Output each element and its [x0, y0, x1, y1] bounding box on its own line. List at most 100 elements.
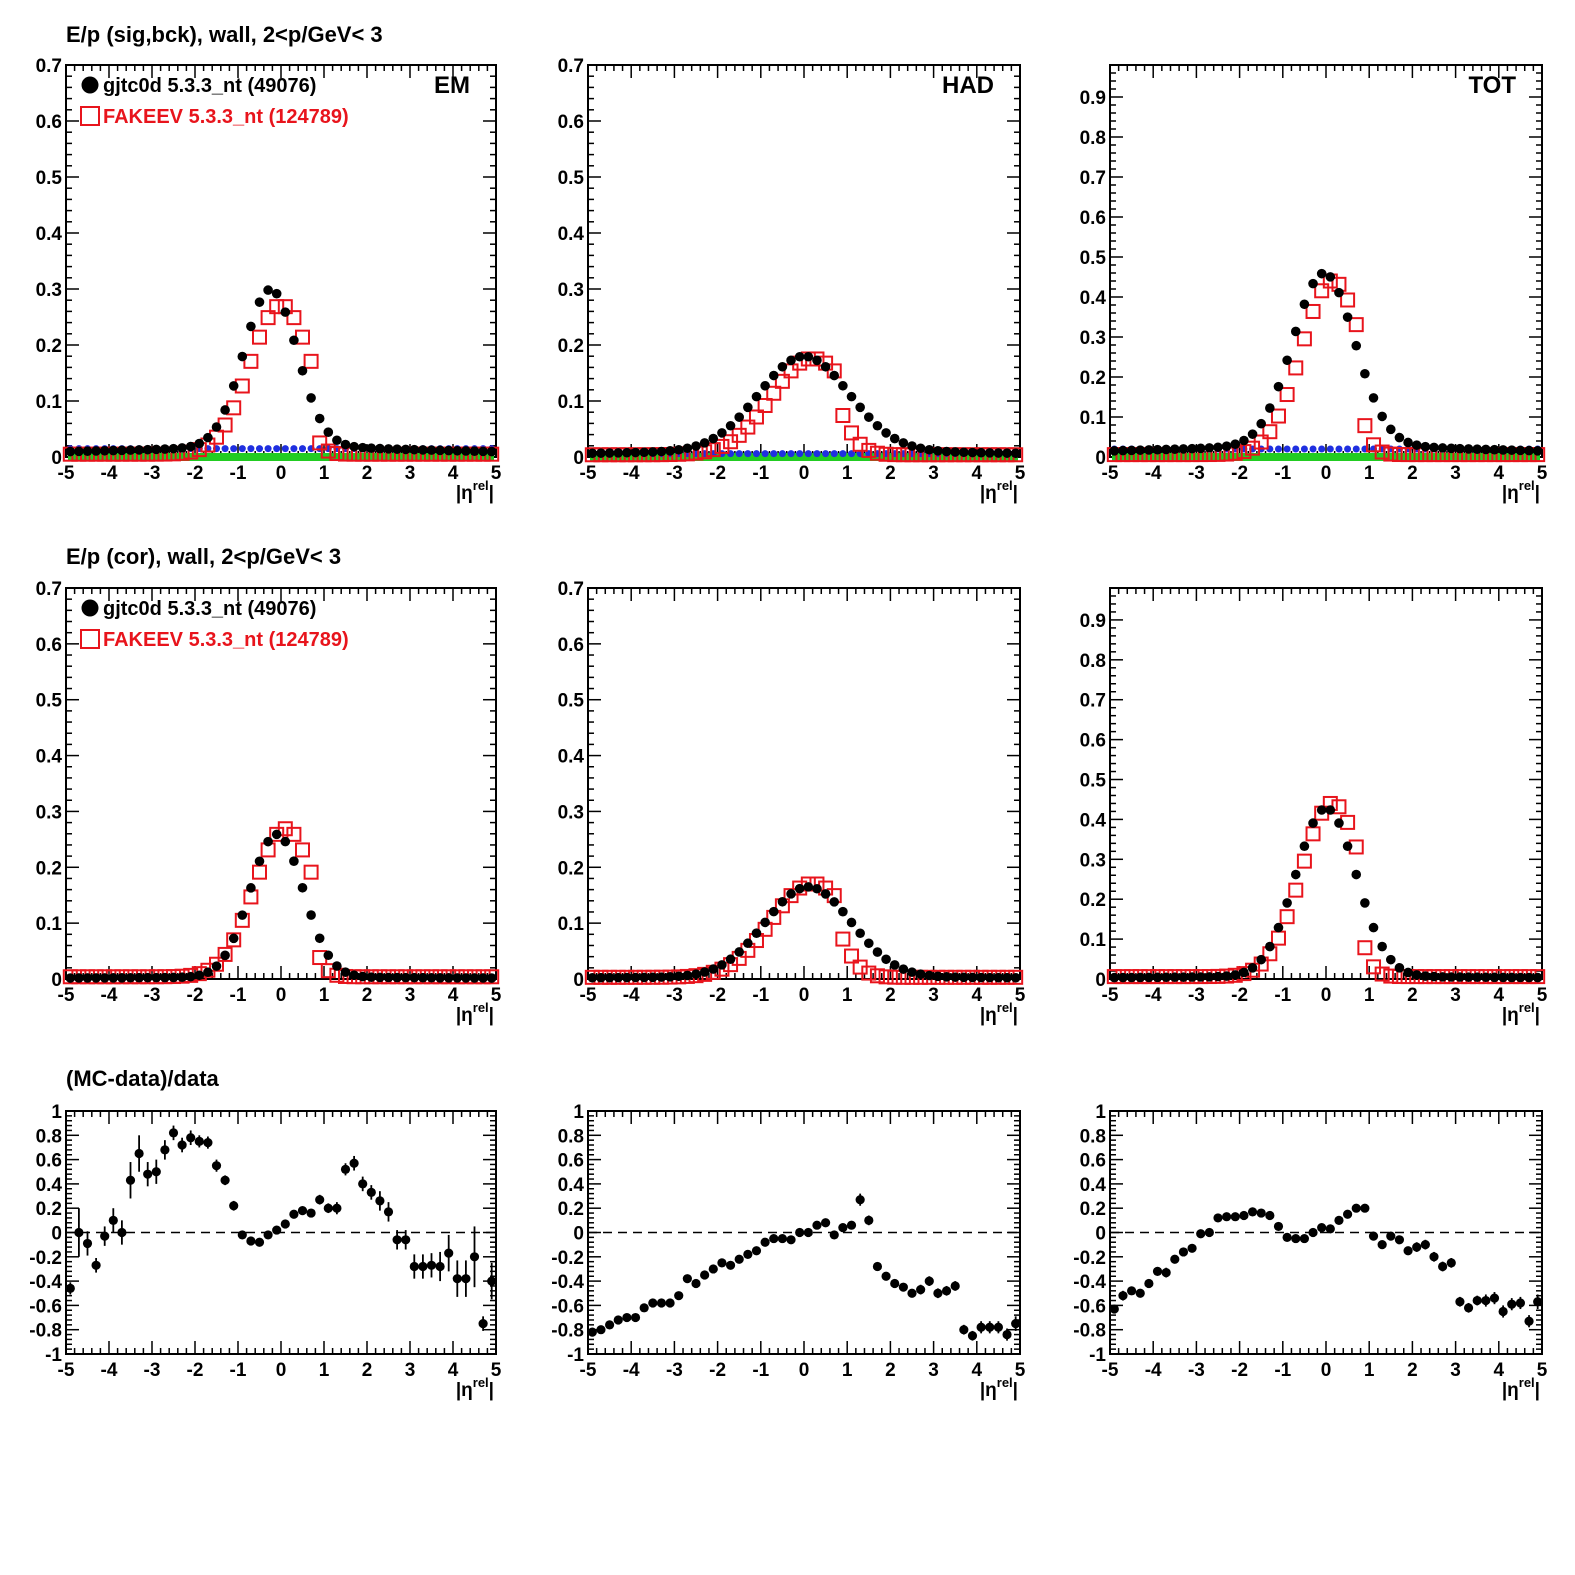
x-axis-label-sup: rel	[997, 478, 1013, 493]
data-point	[375, 972, 385, 983]
y-tick-label: 0.5	[1080, 771, 1107, 792]
data-point	[855, 928, 865, 939]
ratio-point	[315, 1195, 325, 1205]
y-tick-label: 0.6	[558, 112, 584, 133]
data-point	[1152, 444, 1163, 455]
x-tick-label: -1	[1274, 1360, 1291, 1381]
data-point	[993, 972, 1004, 983]
data-point	[366, 972, 377, 982]
data-point	[1256, 418, 1266, 429]
data-point	[656, 972, 667, 982]
ratio-point	[409, 1261, 419, 1272]
data-point	[160, 444, 170, 454]
background-blue-point	[1344, 445, 1352, 453]
data-point	[1524, 972, 1534, 983]
ratio-point	[134, 1148, 144, 1159]
background-blue-point	[735, 450, 743, 458]
mc-point	[252, 329, 267, 345]
panel-cor-had: -5 -4 -3 -2 -1 0 1 2 3 4 5 0 0.1 0.2 0.3 0.4 0.5 0.6 0.7 |η…	[558, 579, 1026, 1026]
data-point	[203, 967, 213, 978]
ratio-point	[855, 1195, 865, 1205]
x-tick-label: 3	[1450, 1360, 1461, 1381]
data-point	[1213, 971, 1223, 982]
data-point	[125, 445, 136, 455]
data-point	[125, 972, 136, 983]
ratio-point	[168, 1128, 179, 1138]
data-point	[596, 972, 606, 983]
y-tick-label: 0.6	[1080, 1151, 1106, 1172]
ratio-point	[1403, 1246, 1413, 1256]
data-point	[967, 972, 978, 983]
x-tick-label: 2	[885, 985, 896, 1006]
x-tick-label: 5	[491, 463, 502, 484]
data-point	[246, 321, 256, 332]
x-tick-label: 2	[1407, 985, 1418, 1006]
ratio-point	[907, 1288, 917, 1298]
ratio-point	[125, 1175, 136, 1185]
data-point	[117, 972, 127, 983]
y-tick-label: 0.4	[1080, 810, 1107, 831]
mc-point	[1400, 447, 1416, 463]
background-blue-point	[273, 445, 281, 453]
data-point	[1455, 972, 1465, 982]
data-point	[1515, 445, 1526, 456]
ratio-point	[803, 1227, 813, 1238]
ratio-point	[993, 1322, 1004, 1332]
ratio-point	[272, 1225, 282, 1235]
data-point	[426, 972, 437, 983]
data-point	[1386, 424, 1396, 435]
panel-ratio-tot: -5 -4 -3 -2 -1 0 1 2 3 4 5 -1 -0.8 -0.6 -0.4 -0.2 0 0.2 0.…	[1073, 1102, 1547, 1401]
mc-point	[844, 425, 860, 441]
x-axis-label-close: |	[489, 1005, 494, 1026]
data-point	[469, 973, 480, 983]
y-tick-label: 0.6	[36, 112, 62, 133]
x-tick-label: -4	[101, 985, 118, 1006]
data-point	[185, 441, 196, 452]
background-blue-point	[1352, 445, 1360, 453]
ratio-point	[760, 1237, 770, 1247]
data-point	[177, 443, 187, 453]
data-point	[435, 445, 445, 456]
x-axis-label-sup: rel	[473, 478, 489, 493]
x-axis-label: |ηrel|	[1502, 1000, 1540, 1026]
data-point	[1334, 287, 1344, 298]
x-tick-label: -1	[230, 1360, 247, 1381]
data-point	[211, 422, 222, 432]
data-point	[1446, 443, 1457, 454]
x-tick-label: 0	[799, 463, 810, 484]
data-point	[915, 443, 926, 454]
ratio-point	[1533, 1297, 1543, 1307]
ratio-point	[1325, 1224, 1335, 1234]
data-point	[1135, 445, 1146, 455]
data-point	[915, 969, 926, 979]
data-point	[812, 883, 822, 894]
ratio-point	[1343, 1209, 1353, 1219]
x-tick-label: -4	[623, 985, 640, 1006]
data-point	[846, 391, 857, 402]
y-tick-label: 0	[1095, 448, 1106, 469]
data-point	[383, 972, 394, 983]
data-point	[461, 973, 471, 983]
x-tick-label: 4	[972, 1360, 983, 1381]
mc-point	[895, 447, 911, 463]
data-point	[1394, 432, 1405, 443]
data-point	[768, 906, 779, 917]
ratio-point	[100, 1231, 110, 1241]
ratio-point	[605, 1320, 615, 1330]
y-tick-label: 0.3	[1080, 328, 1106, 349]
ratio-point	[700, 1270, 710, 1280]
data-point	[194, 970, 205, 981]
ratio-point	[985, 1322, 995, 1332]
x-axis-label-close: |	[489, 1380, 494, 1401]
background-blue-point	[1300, 445, 1308, 453]
x-axis-label-main: |η	[1502, 483, 1519, 504]
x-tick-label: -1	[752, 985, 769, 1006]
y-tick-label: 0.7	[1080, 168, 1106, 189]
x-tick-label: -5	[580, 985, 597, 1006]
ratio-point	[332, 1203, 342, 1213]
mc-point	[1357, 940, 1373, 956]
ratio-point	[1368, 1231, 1379, 1241]
data-point	[271, 829, 282, 840]
ratio-point	[117, 1227, 127, 1238]
ratio-point	[220, 1175, 230, 1185]
